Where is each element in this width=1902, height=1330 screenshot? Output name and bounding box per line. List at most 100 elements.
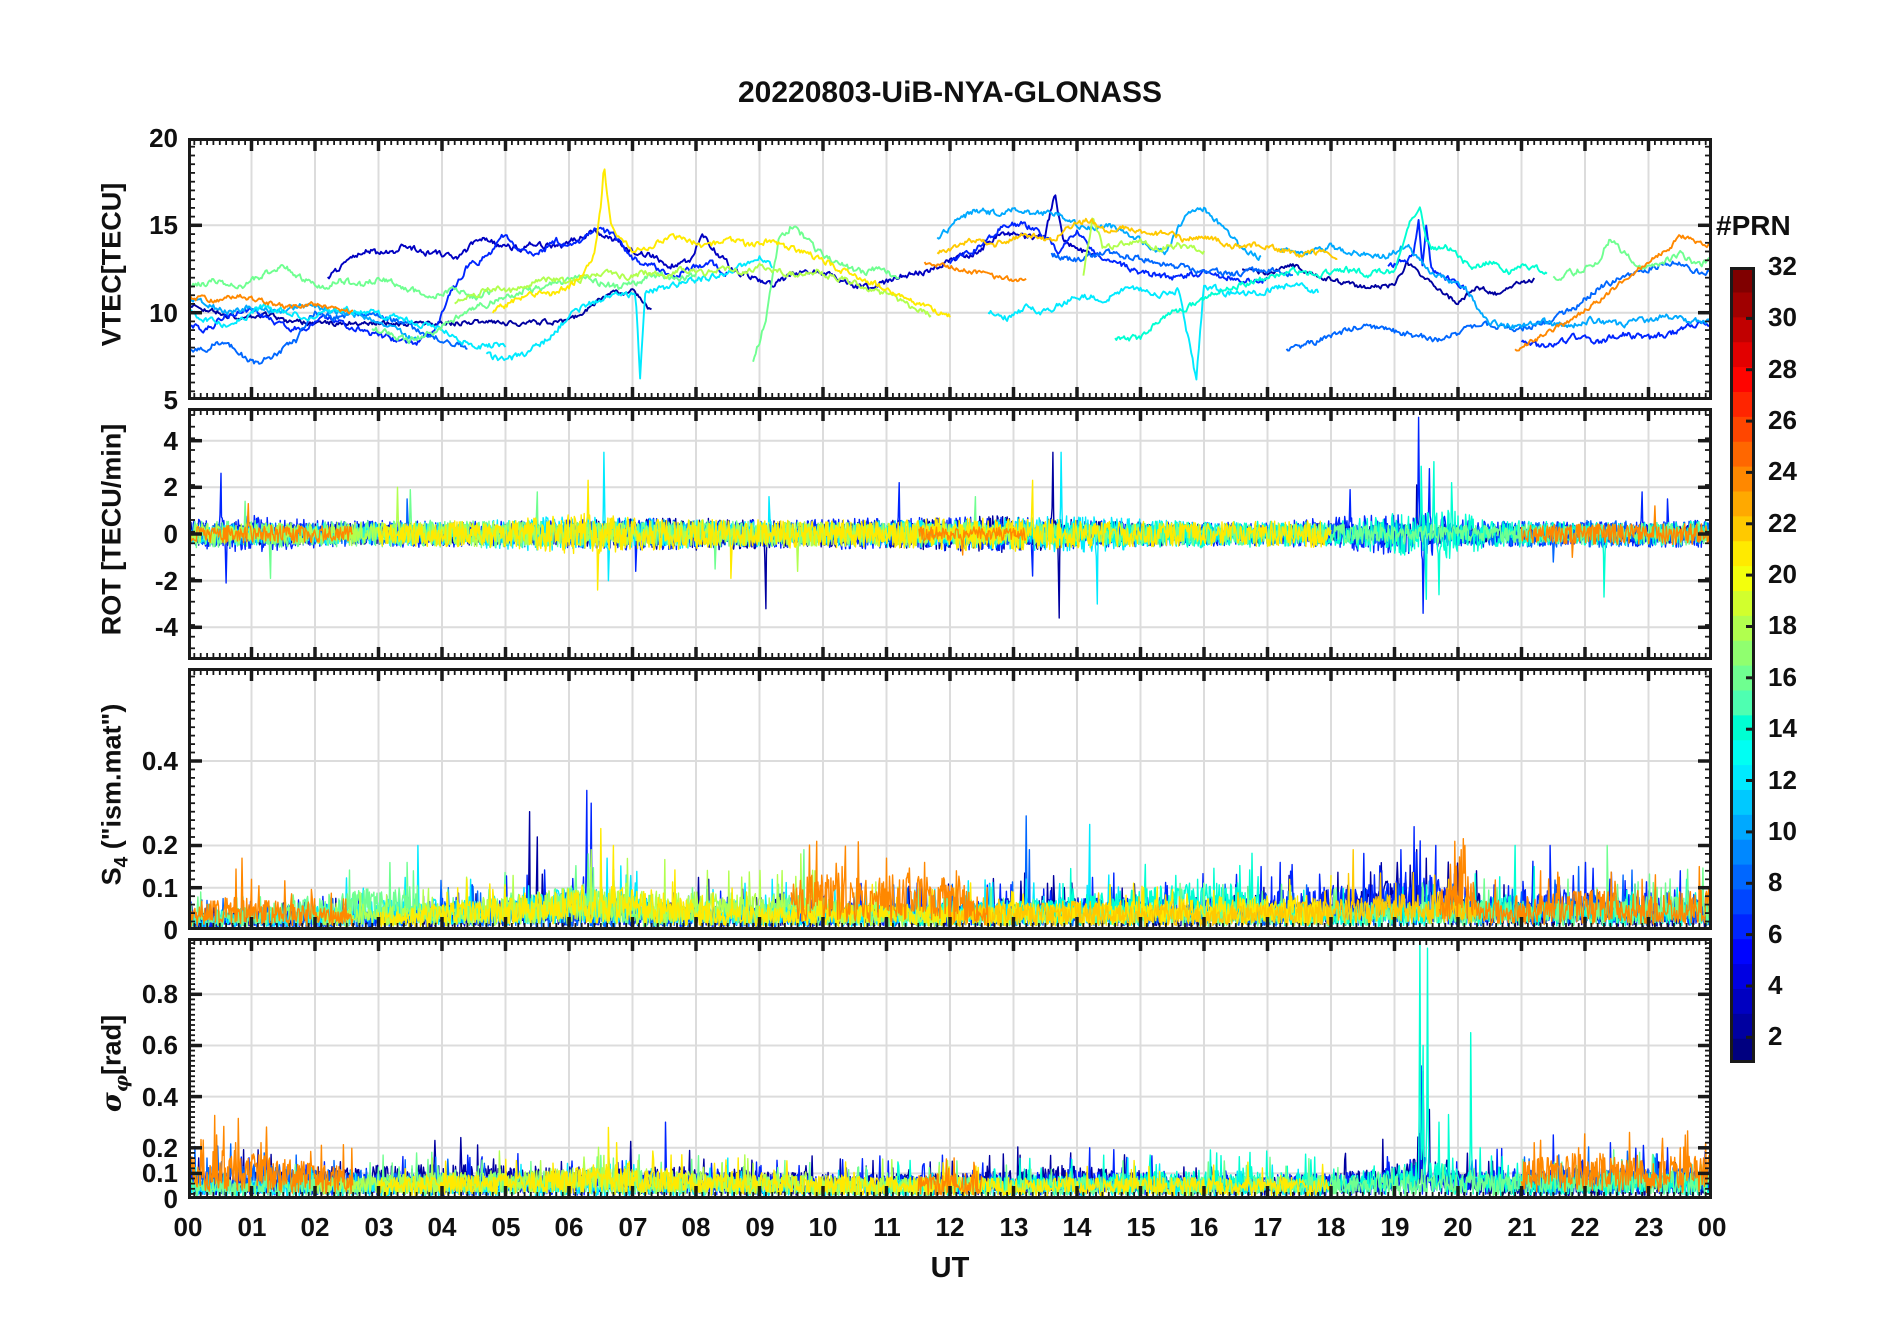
x-tick-label: 08 <box>681 1212 711 1242</box>
y-tick-label: -2 <box>154 566 178 596</box>
x-tick-label: 17 <box>1253 1212 1283 1242</box>
series-line-prn-6 <box>188 226 729 346</box>
series-line-prn-24 <box>923 261 1027 283</box>
series-line-prn-6 <box>949 220 1269 284</box>
panel-frame <box>188 138 1712 400</box>
series-line-prn-6 <box>1520 320 1712 349</box>
y-tick-label: 0 <box>163 1184 178 1214</box>
colorbar-cell <box>1730 988 1755 1014</box>
y-tick-label: 15 <box>149 210 178 240</box>
colorbar-tick-label: 16 <box>1768 662 1797 692</box>
series-line-prn-18 <box>454 262 932 318</box>
series-line-prn-12 <box>485 255 774 380</box>
x-tick-label: 06 <box>554 1212 584 1242</box>
colorbar-tick-label: 28 <box>1768 354 1797 384</box>
y-tick-label: 0.8 <box>141 979 178 1009</box>
series-line-prn-24 <box>188 502 354 544</box>
colorbar-cell <box>1730 814 1755 840</box>
x-tick-label: 15 <box>1126 1212 1156 1242</box>
y-tick-label: 0 <box>163 519 178 549</box>
series-line-prn-16 <box>1552 238 1712 282</box>
series-line-prn-2 <box>188 288 652 328</box>
y-tick-label: 0.2 <box>141 830 178 860</box>
y-tick-label: 0 <box>163 915 178 945</box>
colorbar-tick-label: 20 <box>1768 559 1797 589</box>
colorbar-cell <box>1730 540 1755 567</box>
panel-sigma-phi <box>188 938 1712 1199</box>
series-line-prn-14 <box>1114 206 1548 342</box>
panel-vtec <box>188 138 1712 400</box>
colorbar-tick-label: 22 <box>1768 508 1797 538</box>
colorbar-cell <box>1730 864 1755 890</box>
x-tick-label: 14 <box>1062 1212 1092 1242</box>
colorbar-title: #PRN <box>1716 210 1791 241</box>
colorbar-cell <box>1730 515 1755 542</box>
colorbar-tick-label: 32 <box>1768 251 1797 281</box>
series-line-prn-16 <box>752 225 900 363</box>
colorbar-tick-label: 30 <box>1768 302 1797 332</box>
colorbar-cell <box>1730 888 1755 915</box>
colorbar-tick-label: 8 <box>1768 867 1783 897</box>
series-line-prn-8 <box>1050 248 1293 278</box>
chart-title: 20220803-UiB-NYA-GLONASS <box>737 76 1163 109</box>
series-line-prn-16 <box>188 263 494 301</box>
y-tick-label: 20 <box>149 123 178 153</box>
x-tick-label: 10 <box>808 1212 838 1242</box>
panel-rot <box>188 408 1712 660</box>
panel-s4 <box>188 668 1712 930</box>
colorbar-cell <box>1730 789 1755 815</box>
colorbar-cell <box>1730 341 1755 368</box>
x-tick-label: 09 <box>745 1212 775 1242</box>
colorbar-cell <box>1730 938 1755 965</box>
x-axis-label: UT <box>930 1252 970 1284</box>
x-tick-label: 21 <box>1507 1212 1537 1242</box>
y-tick-label: 0.1 <box>141 873 178 903</box>
x-tick-label: 01 <box>237 1212 267 1242</box>
series-line-prn-24 <box>188 1114 354 1195</box>
series-line-prn-24 <box>918 526 1027 556</box>
y-tick-label: 0.4 <box>141 1082 178 1112</box>
y-tick-label: 10 <box>149 298 178 328</box>
panel-frame <box>188 668 1712 930</box>
series-line-prn-24 <box>1514 234 1712 352</box>
x-tick-label: 13 <box>999 1212 1029 1242</box>
x-tick-label: 20 <box>1443 1212 1473 1242</box>
colorbar-tick-label: 10 <box>1768 816 1797 846</box>
x-tick-label: 05 <box>491 1212 521 1242</box>
x-tick-label: 00 <box>173 1212 203 1242</box>
colorbar-cell <box>1730 490 1755 517</box>
x-tick-label: 22 <box>1570 1212 1600 1242</box>
y-tick-label: 0.6 <box>141 1030 178 1060</box>
x-tick-label: 18 <box>1316 1212 1346 1242</box>
colorbar-tick-label: 14 <box>1768 713 1797 743</box>
series-line-prn-21 <box>377 1126 1332 1197</box>
x-tick-label: 03 <box>364 1212 394 1242</box>
colorbar-cell <box>1730 291 1755 318</box>
colorbar-cell <box>1730 640 1755 666</box>
panel-frame <box>188 408 1712 660</box>
colorbar-cell <box>1730 689 1755 716</box>
series-line-prn-3 <box>327 194 1097 291</box>
colorbar-tick-label: 12 <box>1768 765 1797 795</box>
series-line-prn-6 <box>1387 218 1466 290</box>
colorbar-cell <box>1730 391 1755 417</box>
series-line-prn-16 <box>371 271 697 345</box>
colorbar <box>1730 267 1755 1063</box>
colorbar-tick-label: 24 <box>1768 456 1797 486</box>
x-tick-label: 04 <box>427 1212 457 1242</box>
series-line-prn-2 <box>1242 260 1536 306</box>
colorbar-cell <box>1730 839 1755 865</box>
series-line-prn-12 <box>188 302 507 350</box>
colorbar-cell <box>1730 267 1755 293</box>
x-tick-label: 02 <box>300 1212 330 1242</box>
colorbar-cell <box>1730 739 1755 766</box>
colorbar-cell <box>1730 1038 1755 1063</box>
series-line-prn-24 <box>1438 837 1712 926</box>
series-line-prn-21 <box>377 479 1332 591</box>
series-line-prn-12 <box>987 282 1320 381</box>
colorbar-tick-label: 26 <box>1768 405 1797 435</box>
series-line-prn-22 <box>936 217 1338 261</box>
series-line-prn-22 <box>949 848 1478 927</box>
series-line-prn-10 <box>1279 242 1712 330</box>
